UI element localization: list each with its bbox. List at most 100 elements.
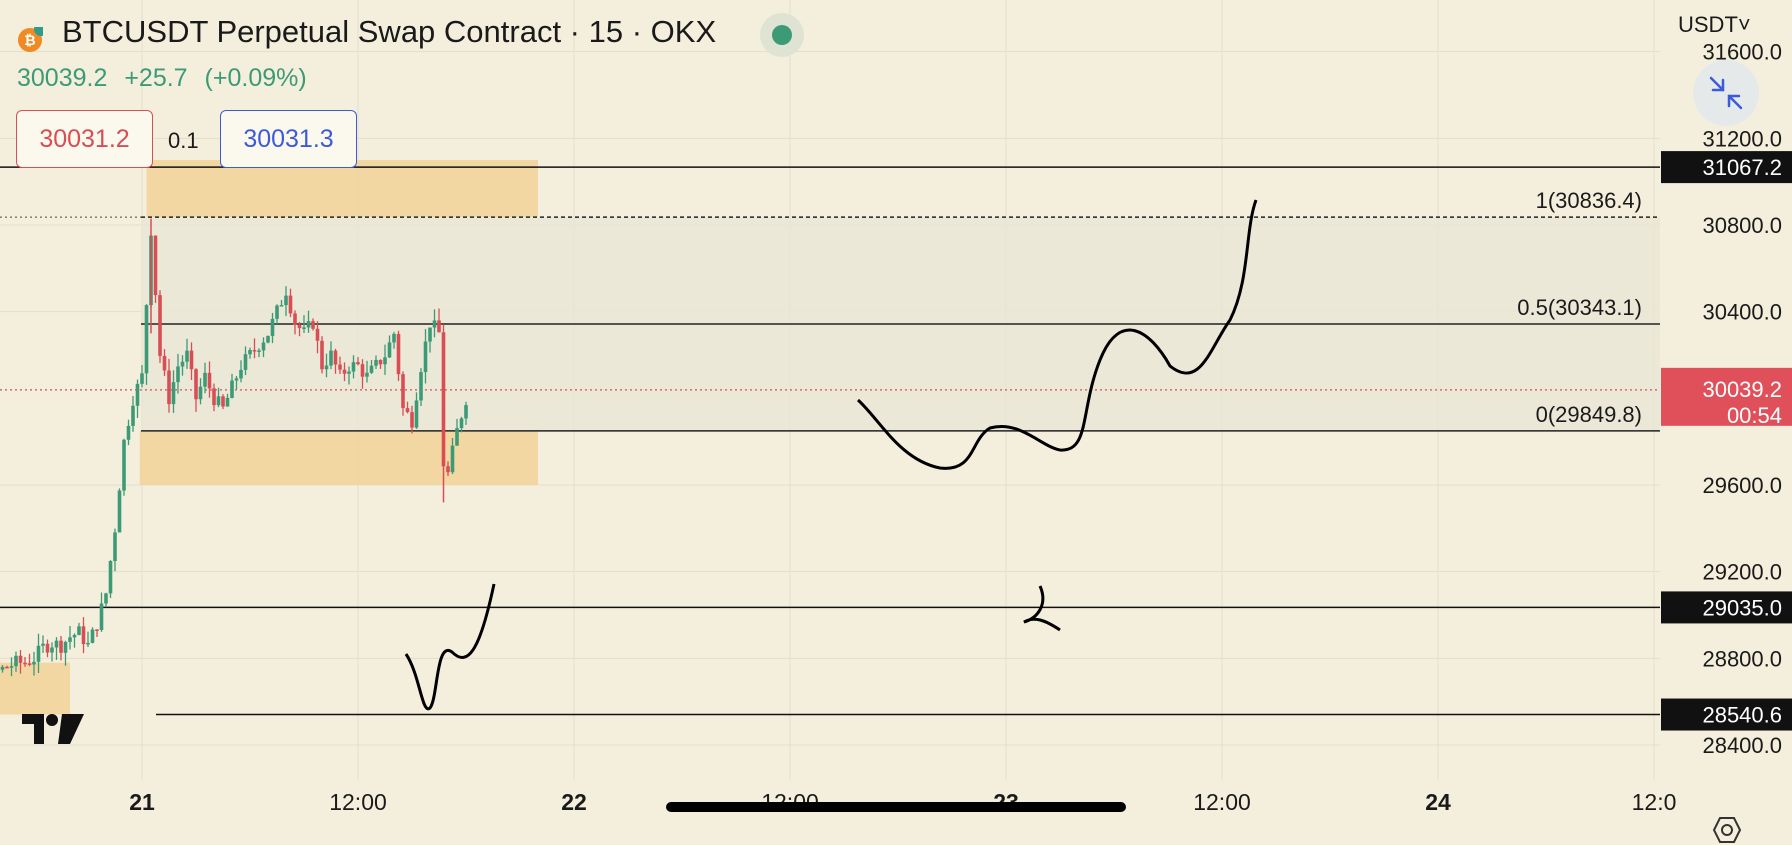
time-tick-label: 22 — [561, 789, 587, 815]
candle-body — [288, 295, 293, 314]
candle-body — [324, 365, 329, 370]
drawn-projection-path — [856, 199, 1258, 470]
sell-button[interactable]: 30031.2 — [16, 110, 153, 168]
level-badge — [1661, 591, 1792, 624]
candle-body — [117, 490, 122, 533]
price-tick-label: 29600.0 — [1702, 473, 1782, 498]
candle-body — [356, 362, 360, 365]
buy-button[interactable]: 30031.3 — [220, 110, 357, 168]
currency-selector[interactable]: USDT˅ — [1678, 12, 1751, 38]
candle-body — [464, 405, 468, 419]
price-tick-label: 30800.0 — [1702, 213, 1782, 238]
candle-body — [153, 235, 158, 296]
candle-body — [275, 305, 279, 319]
price-summary: 30039.2 +25.7 (+0.09%) — [17, 64, 317, 93]
candle-body — [351, 362, 356, 372]
candle-body — [90, 629, 95, 643]
fib-level-label: 0.5(30343.1) — [1517, 295, 1642, 320]
candle-body — [167, 370, 171, 405]
candle-body — [225, 397, 230, 407]
candle-body — [99, 603, 104, 631]
candle-body — [230, 380, 234, 398]
candle-body — [32, 661, 36, 665]
svg-text:₿: ₿ — [24, 33, 35, 49]
candle-body — [14, 655, 18, 667]
candle-body — [95, 629, 99, 631]
candle-body — [176, 366, 180, 383]
candle-body — [437, 320, 441, 333]
collapse-arrows-icon[interactable] — [1693, 60, 1759, 126]
tradingview-logo-icon[interactable] — [22, 712, 86, 746]
candle-body — [441, 332, 446, 467]
candle-body — [405, 408, 410, 413]
candle-body — [248, 349, 252, 355]
price-axis[interactable]: 31600.031200.030800.030400.029600.029200… — [1702, 40, 1782, 758]
candle-body — [306, 321, 311, 328]
spread-value: 0.1 — [168, 128, 199, 153]
candle-body — [54, 640, 59, 648]
currency-label: USDT — [1678, 12, 1738, 37]
drawn-w-pattern — [404, 583, 496, 711]
zone-box — [0, 662, 70, 715]
candle-body — [45, 643, 50, 653]
price-tick-label: 31200.0 — [1702, 126, 1782, 151]
zone-box — [139, 430, 538, 485]
candle-body — [257, 350, 261, 352]
candle-body — [315, 328, 320, 341]
price-axis-badges: 31067.2 29035.0 28540.6 30039.200:54 — [1661, 151, 1792, 731]
candle-body — [104, 593, 108, 604]
candle-body — [50, 647, 54, 653]
demand-supply-zones — [0, 160, 538, 715]
candle-body — [194, 369, 198, 400]
candle-body — [297, 324, 302, 329]
current-price-badge-label: 30039.2 — [1702, 377, 1782, 402]
candle-body — [302, 327, 306, 329]
symbol-title[interactable]: BTCUSDT Perpetual Swap Contract · 15 · O… — [62, 14, 717, 49]
candle-body — [171, 382, 176, 405]
candle-body — [23, 662, 27, 665]
candle-body — [279, 305, 284, 307]
candlestick-series — [0, 218, 468, 677]
candle-body — [342, 369, 347, 374]
level-badge — [1661, 151, 1792, 184]
candle-body — [207, 372, 212, 389]
candle-body — [428, 327, 432, 342]
candle-body — [140, 373, 144, 384]
home-indicator[interactable] — [666, 802, 1126, 812]
candle-body — [387, 342, 392, 358]
candle-body — [108, 561, 113, 594]
candle-body — [122, 439, 126, 491]
candle-body — [36, 645, 41, 662]
candle-body — [284, 295, 288, 306]
price-change: +25.7 — [124, 64, 188, 92]
time-tick-label: 21 — [129, 789, 155, 815]
candle-body — [131, 405, 135, 426]
candle-body — [9, 666, 14, 668]
hand-drawn-path — [404, 199, 1258, 711]
candle-body — [198, 386, 203, 400]
candle-body — [203, 372, 207, 387]
candle-body — [126, 425, 131, 440]
market-status-dot-icon[interactable] — [760, 13, 804, 57]
candle-body — [144, 305, 149, 374]
level-badge-label: 28540.6 — [1702, 703, 1782, 728]
candle-body — [333, 350, 338, 365]
candle-body — [423, 341, 428, 373]
candle-body — [383, 357, 387, 365]
candle-body — [41, 643, 45, 646]
candle-body — [216, 396, 221, 406]
candle-body — [414, 400, 419, 428]
settings-hexagon-icon[interactable] — [1712, 815, 1742, 845]
price-chart[interactable]: 1(30836.4)0.5(30343.1)0(29849.8) 31600.0… — [0, 0, 1792, 828]
candle-body — [5, 666, 9, 669]
candle-body — [320, 340, 324, 370]
candle-body — [311, 321, 315, 329]
candle-body — [18, 655, 23, 663]
candle-body — [347, 371, 351, 374]
candle-body — [369, 365, 374, 373]
candle-body — [392, 333, 396, 343]
level-badge-label: 29035.0 — [1702, 595, 1782, 620]
fib-level-label: 0(29849.8) — [1536, 402, 1642, 427]
price-tick-label: 28800.0 — [1702, 646, 1782, 671]
